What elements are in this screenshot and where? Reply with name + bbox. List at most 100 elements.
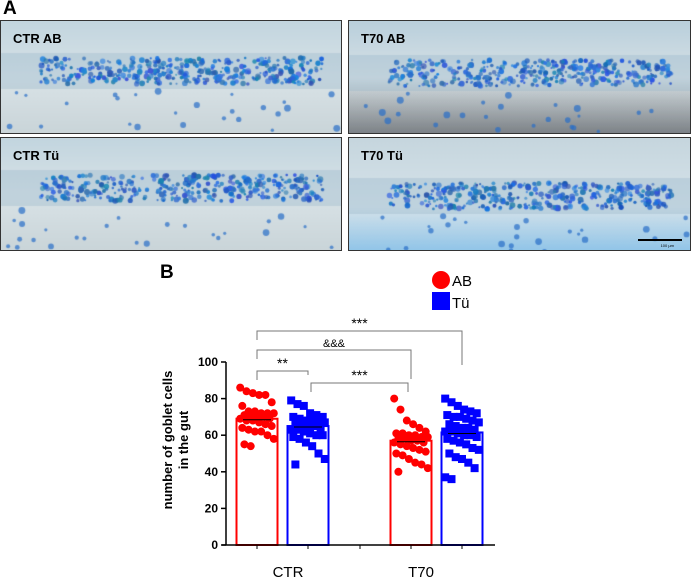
data-point xyxy=(269,409,278,418)
data-point xyxy=(400,434,409,443)
data-point xyxy=(318,412,327,421)
data-point xyxy=(447,475,456,484)
data-point xyxy=(447,427,456,436)
data-point xyxy=(312,411,321,420)
data-point xyxy=(390,394,399,403)
data-point xyxy=(248,389,257,398)
data-point xyxy=(269,434,278,443)
data-point xyxy=(447,398,456,407)
data-point xyxy=(464,423,473,432)
data-point xyxy=(423,464,432,473)
data-point xyxy=(297,420,306,429)
data-point xyxy=(458,423,466,432)
data-point xyxy=(409,420,418,429)
data-point xyxy=(415,445,424,454)
significance-label: &&& xyxy=(323,338,346,350)
data-point xyxy=(320,418,329,427)
data-point xyxy=(265,414,274,423)
data-point xyxy=(301,438,310,447)
data-point xyxy=(242,416,251,425)
data-point xyxy=(462,414,471,423)
data-point xyxy=(394,467,403,476)
data-point xyxy=(242,387,251,396)
legend: AB Tü xyxy=(432,271,472,312)
data-point xyxy=(314,418,323,427)
data-point xyxy=(460,405,469,414)
data-point xyxy=(441,394,450,403)
data-point xyxy=(423,433,432,442)
data-point xyxy=(443,434,452,443)
data-point xyxy=(248,416,257,425)
data-point xyxy=(402,416,411,425)
y-tick-label: 60 xyxy=(205,428,219,442)
data-point xyxy=(417,460,426,469)
legend-marker-tu xyxy=(432,292,450,310)
data-point xyxy=(316,423,325,432)
panel-a-letter: A xyxy=(3,0,17,19)
data-point xyxy=(455,412,464,421)
data-point xyxy=(255,418,264,427)
data-point xyxy=(312,431,321,440)
data-point xyxy=(301,416,310,425)
data-point xyxy=(293,425,302,434)
data-point xyxy=(441,427,450,436)
data-point xyxy=(295,434,304,443)
data-point xyxy=(246,442,255,451)
y-tick-label: 0 xyxy=(211,538,218,552)
data-point xyxy=(396,440,405,449)
data-point xyxy=(289,433,298,442)
data-point xyxy=(261,390,270,399)
data-point xyxy=(314,449,323,458)
legend-label-ab: AB xyxy=(452,273,472,290)
data-point xyxy=(413,436,422,445)
data-point xyxy=(287,396,296,405)
data-point xyxy=(263,431,272,440)
data-point xyxy=(396,405,405,414)
data-point xyxy=(451,453,460,462)
data-point xyxy=(291,460,300,469)
data-point xyxy=(474,445,483,454)
data-point xyxy=(291,420,300,429)
data-point xyxy=(455,438,464,447)
micrograph-label: CTR Tü xyxy=(13,148,60,163)
legend-marker-ab xyxy=(432,271,450,289)
data-point xyxy=(267,422,276,431)
micrograph-label: CTR AB xyxy=(13,31,62,46)
y-tick-label: 100 xyxy=(198,355,218,369)
data-point xyxy=(451,422,460,431)
y-axis-label-line2: in the gut xyxy=(176,410,191,469)
data-point xyxy=(257,427,266,436)
scale-bar xyxy=(638,239,682,241)
data-point xyxy=(390,438,399,447)
data-point xyxy=(421,447,430,456)
data-point xyxy=(244,425,253,434)
significance-bracket xyxy=(256,370,309,380)
micrograph-label: T70 AB xyxy=(361,31,406,46)
data-point xyxy=(299,427,308,436)
significance-label: *** xyxy=(351,315,368,331)
data-point xyxy=(306,429,315,438)
legend-label-tu: Tü xyxy=(452,295,470,312)
data-point xyxy=(445,449,454,458)
significance-label: *** xyxy=(351,367,368,383)
data-point xyxy=(419,438,428,447)
data-point xyxy=(255,390,264,399)
y-tick-label: 20 xyxy=(205,501,219,515)
data-point xyxy=(445,420,454,429)
data-point xyxy=(289,412,298,421)
data-point xyxy=(411,458,420,467)
micrograph-t70-ab: T70 AB xyxy=(348,20,691,134)
data-point xyxy=(236,414,245,423)
x-tick-label-t70: T70 xyxy=(408,564,434,579)
data-point xyxy=(468,444,477,453)
data-point xyxy=(402,442,411,451)
data-point xyxy=(404,454,413,463)
data-point xyxy=(466,431,475,440)
data-point xyxy=(460,431,469,440)
data-point xyxy=(238,401,247,410)
data-point xyxy=(398,451,407,460)
significance-bracket xyxy=(256,330,463,365)
data-point xyxy=(310,422,319,431)
significance-bracket xyxy=(256,349,412,379)
